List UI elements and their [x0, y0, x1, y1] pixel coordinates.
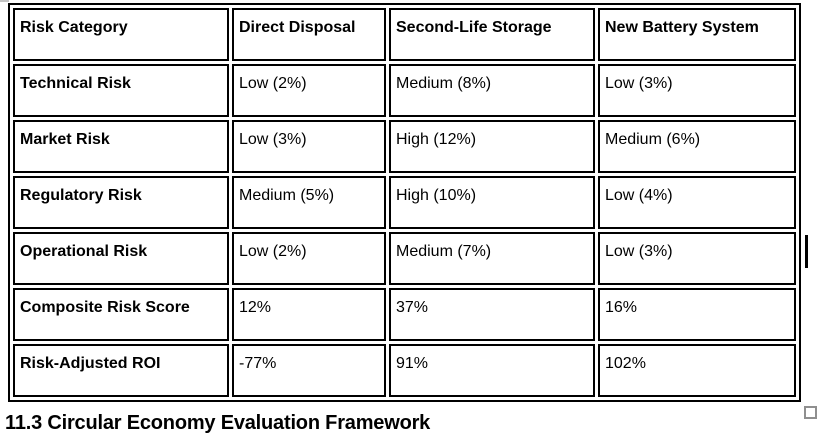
row-label: Operational Risk	[13, 232, 229, 285]
table-resize-handle-icon[interactable]	[804, 406, 817, 419]
table-row: Risk-Adjusted ROI -77% 91% 102%	[13, 344, 796, 397]
table-cell: -77%	[232, 344, 386, 397]
table-cell: Low (3%)	[232, 120, 386, 173]
table-cell: Low (2%)	[232, 232, 386, 285]
table-cell: Low (3%)	[598, 64, 796, 117]
table-cell: Low (2%)	[232, 64, 386, 117]
table-cell: High (12%)	[389, 120, 595, 173]
table-row: Market Risk Low (3%) High (12%) Medium (…	[13, 120, 796, 173]
page-edge-artifact	[0, 0, 9, 2]
column-header-direct-disposal: Direct Disposal	[232, 8, 386, 61]
table-cell: Low (3%)	[598, 232, 796, 285]
table-cell: 12%	[232, 288, 386, 341]
table-row: Composite Risk Score 12% 37% 16%	[13, 288, 796, 341]
table-cell: 102%	[598, 344, 796, 397]
table-cell: 91%	[389, 344, 595, 397]
table-header-row: Risk Category Direct Disposal Second-Lif…	[13, 8, 796, 61]
column-header-risk-category: Risk Category	[13, 8, 229, 61]
table-row: Technical Risk Low (2%) Medium (8%) Low …	[13, 64, 796, 117]
table-cell: 37%	[389, 288, 595, 341]
row-label: Regulatory Risk	[13, 176, 229, 229]
column-header-new-battery: New Battery System	[598, 8, 796, 61]
table-row: Regulatory Risk Medium (5%) High (10%) L…	[13, 176, 796, 229]
table-row: Operational Risk Low (2%) Medium (7%) Lo…	[13, 232, 796, 285]
risk-comparison-table: Risk Category Direct Disposal Second-Lif…	[8, 3, 801, 402]
table-cell: Medium (7%)	[389, 232, 595, 285]
table-cell: High (10%)	[389, 176, 595, 229]
section-heading: 11.3 Circular Economy Evaluation Framewo…	[5, 412, 431, 434]
row-label: Composite Risk Score	[13, 288, 229, 341]
text-caret	[805, 235, 808, 268]
row-label: Technical Risk	[13, 64, 229, 117]
table-cell: Medium (5%)	[232, 176, 386, 229]
table-cell: Medium (6%)	[598, 120, 796, 173]
column-header-second-life: Second-Life Storage	[389, 8, 595, 61]
table-cell: 16%	[598, 288, 796, 341]
row-label: Risk-Adjusted ROI	[13, 344, 229, 397]
table-cell: Low (4%)	[598, 176, 796, 229]
table-cell: Medium (8%)	[389, 64, 595, 117]
row-label: Market Risk	[13, 120, 229, 173]
